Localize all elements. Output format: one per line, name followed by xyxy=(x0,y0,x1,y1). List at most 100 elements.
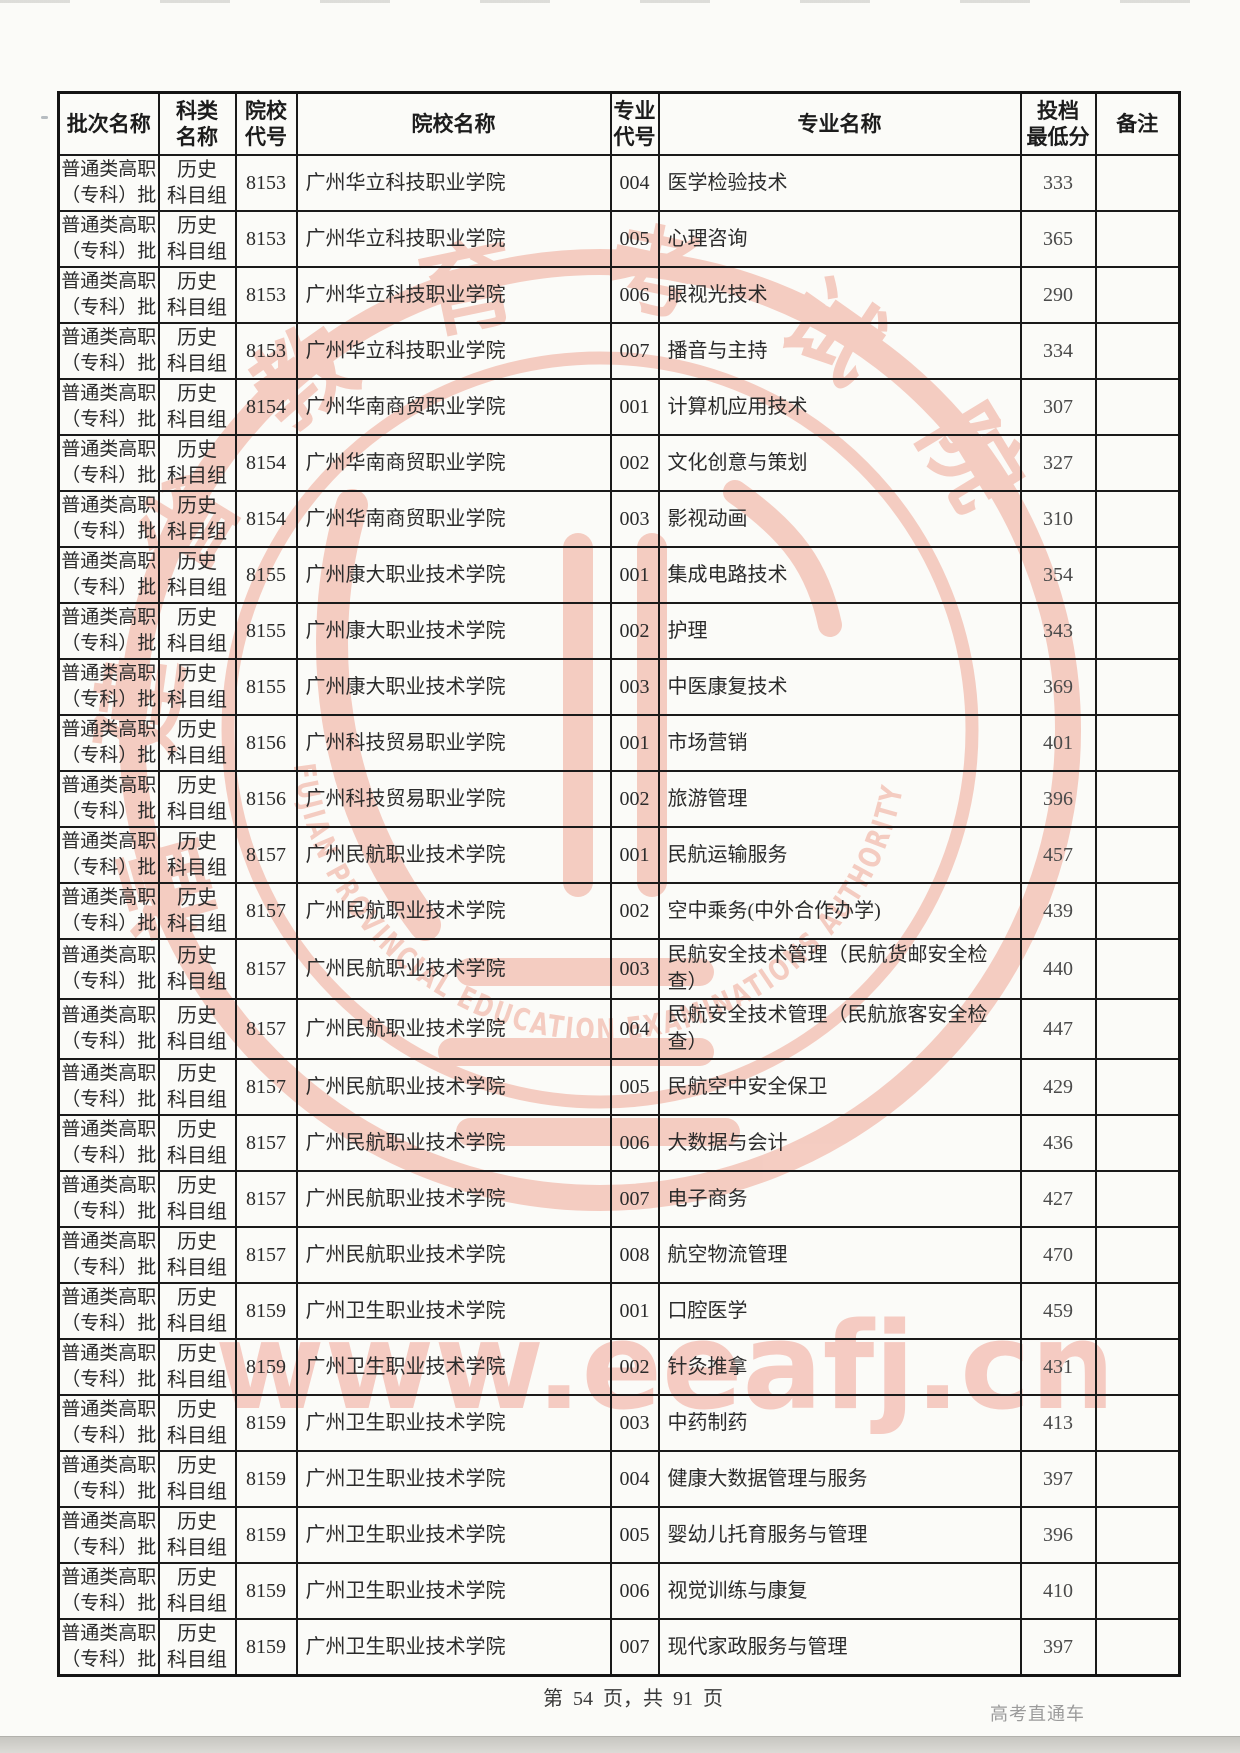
cell-school-code: 8157 xyxy=(234,1114,298,1172)
cell-major-code: 001 xyxy=(609,1282,660,1340)
table-row: 普通类高职 （专科）批 历史 科目组 8159 广州卫生职业技术学院 003 中药制药 41… xyxy=(57,1394,1181,1452)
table-row: 普通类高职 （专科）批 历史 科目组 8157 广州民航职业技术学院 001 民航运输服务… xyxy=(57,826,1181,884)
cell-major-code: 004 xyxy=(609,998,660,1060)
cell-batch: 普通类高职 （专科）批 xyxy=(57,1562,160,1620)
cell-school-code: 8157 xyxy=(234,1226,298,1284)
cell-batch: 普通类高职 （专科）批 xyxy=(57,434,160,492)
cell-subject-group: 历史 科目组 xyxy=(157,826,237,884)
cell-min-score: 431 xyxy=(1019,1338,1097,1396)
cell-batch: 普通类高职 （专科）批 xyxy=(57,378,160,436)
cell-school-code: 8155 xyxy=(234,658,298,716)
table-row: 普通类高职 （专科）批 历史 科目组 8156 广州科技贸易职业学院 002 旅游管理 39… xyxy=(57,770,1181,828)
cell-min-score: 327 xyxy=(1019,434,1097,492)
cell-subject-group: 历史 科目组 xyxy=(157,770,237,828)
cell-remark xyxy=(1094,434,1181,492)
cell-remark xyxy=(1094,770,1181,828)
brand-label: 高考直通车 xyxy=(990,1704,1085,1724)
cell-min-score: 457 xyxy=(1019,826,1097,884)
cell-major-code: 003 xyxy=(609,658,660,716)
table-body: 普通类高职 （专科）批 历史 科目组 8153 广州华立科技职业学院 004 医学检验技术… xyxy=(57,154,1181,1677)
header-school-code: 院校 代号 xyxy=(234,91,298,156)
table-row: 普通类高职 （专科）批 历史 科目组 8155 广州康大职业技术学院 002 护理 343 xyxy=(57,602,1181,660)
cell-batch: 普通类高职 （专科）批 xyxy=(57,998,160,1060)
cell-min-score: 401 xyxy=(1019,714,1097,772)
cell-major-name: 电子商务 xyxy=(657,1170,1022,1228)
scan-edge-bottom xyxy=(0,1736,1240,1753)
cell-school-name: 广州卫生职业技术学院 xyxy=(295,1506,612,1564)
cell-subject-group: 历史 科目组 xyxy=(157,154,237,212)
cell-batch: 普通类高职 （专科）批 xyxy=(57,490,160,548)
cell-subject-group: 历史 科目组 xyxy=(157,1338,237,1396)
cell-school-code: 8156 xyxy=(234,714,298,772)
cell-subject-group: 历史 科目组 xyxy=(157,1114,237,1172)
cell-batch: 普通类高职 （专科）批 xyxy=(57,826,160,884)
cell-subject-group: 历史 科目组 xyxy=(157,998,237,1060)
cell-min-score: 447 xyxy=(1019,998,1097,1060)
cell-major-code: 001 xyxy=(609,378,660,436)
cell-school-name: 广州华立科技职业学院 xyxy=(295,266,612,324)
cell-school-code: 8159 xyxy=(234,1618,298,1677)
table-row: 普通类高职 （专科）批 历史 科目组 8159 广州卫生职业技术学院 006 视觉训练与康… xyxy=(57,1562,1181,1620)
table-row: 普通类高职 （专科）批 历史 科目组 8153 广州华立科技职业学院 007 播音与主持 3… xyxy=(57,322,1181,380)
cell-major-code: 005 xyxy=(609,1506,660,1564)
cell-batch: 普通类高职 （专科）批 xyxy=(57,1058,160,1116)
cell-school-name: 广州民航职业技术学院 xyxy=(295,826,612,884)
cell-school-name: 广州民航职业技术学院 xyxy=(295,938,612,1000)
cell-remark xyxy=(1094,322,1181,380)
cell-remark xyxy=(1094,210,1181,268)
table-row: 普通类高职 （专科）批 历史 科目组 8157 广州民航职业技术学院 005 民航空中安全… xyxy=(57,1058,1181,1116)
cell-subject-group: 历史 科目组 xyxy=(157,1394,237,1452)
cell-min-score: 365 xyxy=(1019,210,1097,268)
cell-school-name: 广州民航职业技术学院 xyxy=(295,1170,612,1228)
cell-major-code: 005 xyxy=(609,1058,660,1116)
cell-min-score: 397 xyxy=(1019,1618,1097,1677)
cell-school-name: 广州科技贸易职业学院 xyxy=(295,714,612,772)
table-row: 普通类高职 （专科）批 历史 科目组 8153 广州华立科技职业学院 006 眼视光技术 2… xyxy=(57,266,1181,324)
cell-school-code: 8157 xyxy=(234,938,298,1000)
cell-subject-group: 历史 科目组 xyxy=(157,210,237,268)
cell-subject-group: 历史 科目组 xyxy=(157,266,237,324)
cell-remark xyxy=(1094,1226,1181,1284)
cell-remark xyxy=(1094,938,1181,1000)
cell-major-name: 中药制药 xyxy=(657,1394,1022,1452)
cell-subject-group: 历史 科目组 xyxy=(157,1618,237,1677)
cell-remark xyxy=(1094,378,1181,436)
cell-remark xyxy=(1094,998,1181,1060)
cell-school-code: 8157 xyxy=(234,1170,298,1228)
cell-school-name: 广州卫生职业技术学院 xyxy=(295,1562,612,1620)
cell-major-code: 002 xyxy=(609,434,660,492)
cell-major-name: 中医康复技术 xyxy=(657,658,1022,716)
header-subject-group: 科类 名称 xyxy=(157,91,237,156)
cell-subject-group: 历史 科目组 xyxy=(157,1450,237,1508)
cell-major-code: 001 xyxy=(609,826,660,884)
cell-min-score: 410 xyxy=(1019,1562,1097,1620)
header-major-code: 专业 代号 xyxy=(609,91,660,156)
cell-school-name: 广州康大职业技术学院 xyxy=(295,602,612,660)
scan-edge-top xyxy=(0,0,1240,3)
cell-major-code: 002 xyxy=(609,602,660,660)
cell-major-name: 民航安全技术管理（民航货邮安全检查） xyxy=(657,938,1022,1000)
cell-subject-group: 历史 科目组 xyxy=(157,602,237,660)
cell-major-code: 007 xyxy=(609,322,660,380)
cell-subject-group: 历史 科目组 xyxy=(157,1562,237,1620)
cell-min-score: 333 xyxy=(1019,154,1097,212)
cell-school-code: 8154 xyxy=(234,434,298,492)
cell-remark xyxy=(1094,882,1181,940)
cell-subject-group: 历史 科目组 xyxy=(157,714,237,772)
cell-remark xyxy=(1094,1506,1181,1564)
cell-batch: 普通类高职 （专科）批 xyxy=(57,1282,160,1340)
cell-school-code: 8153 xyxy=(234,322,298,380)
cell-min-score: 290 xyxy=(1019,266,1097,324)
cell-major-code: 005 xyxy=(609,210,660,268)
cell-school-name: 广州民航职业技术学院 xyxy=(295,998,612,1060)
cell-remark xyxy=(1094,1282,1181,1340)
cell-min-score: 413 xyxy=(1019,1394,1097,1452)
cell-major-name: 医学检验技术 xyxy=(657,154,1022,212)
cell-major-code: 006 xyxy=(609,1562,660,1620)
cell-school-name: 广州卫生职业技术学院 xyxy=(295,1338,612,1396)
cell-batch: 普通类高职 （专科）批 xyxy=(57,1506,160,1564)
table-row: 普通类高职 （专科）批 历史 科目组 8157 广州民航职业技术学院 004 民航安全技术… xyxy=(57,998,1181,1060)
cell-school-code: 8156 xyxy=(234,770,298,828)
table-row: 普通类高职 （专科）批 历史 科目组 8154 广州华南商贸职业学院 002 文化创意与策… xyxy=(57,434,1181,492)
